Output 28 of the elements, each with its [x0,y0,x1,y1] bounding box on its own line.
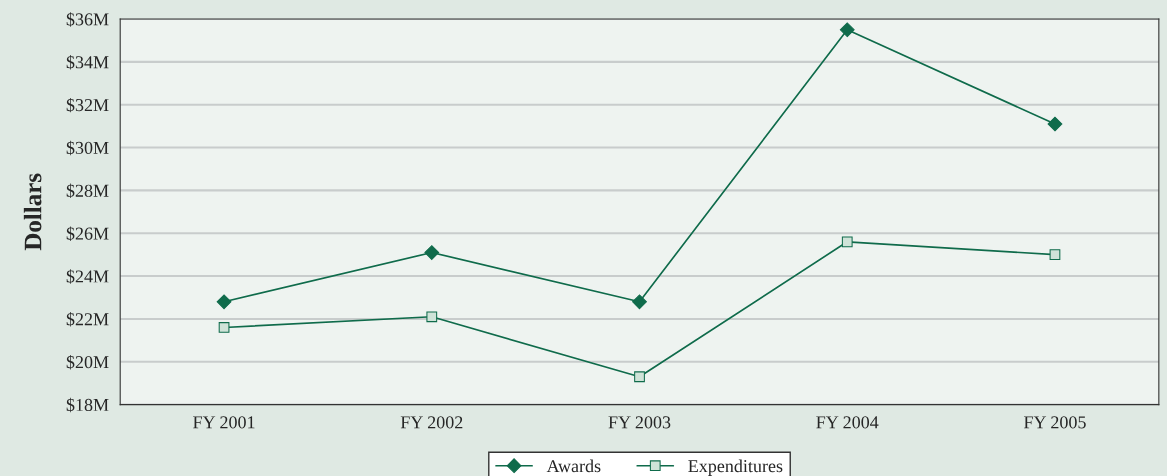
x-tick-label: FY 2004 [816,416,879,429]
point [634,371,645,383]
y-tick-label: $22M [66,312,109,327]
y-tick-label: $26M [66,226,109,241]
legend-label: Expenditures [688,459,783,476]
y-tick-label: $36M [66,12,109,27]
y-tick-label: $24M [66,269,109,284]
x-tick-label: FY 2003 [608,416,671,429]
y-tick-label: $28M [66,183,109,199]
y-tick-label: $32M [66,97,109,113]
y-tick-label: $20M [66,354,109,370]
legend-label: Awards [546,459,601,473]
point [216,294,232,310]
point [1049,249,1061,261]
point [218,322,230,333]
y-axis-title: Dollars [23,173,42,251]
y-tick-label: $18M [66,397,109,413]
y-tick-label: $30M [66,140,109,156]
y-tick-label: $34M [66,55,109,70]
x-tick-label: FY 2001 [193,416,255,429]
x-tick-label: FY 2005 [1023,416,1086,429]
point [426,311,438,323]
point [841,236,853,248]
point [839,22,855,38]
point [1047,116,1063,132]
point [632,294,647,310]
point [424,245,440,260]
x-tick-label: FY 2002 [400,416,463,429]
